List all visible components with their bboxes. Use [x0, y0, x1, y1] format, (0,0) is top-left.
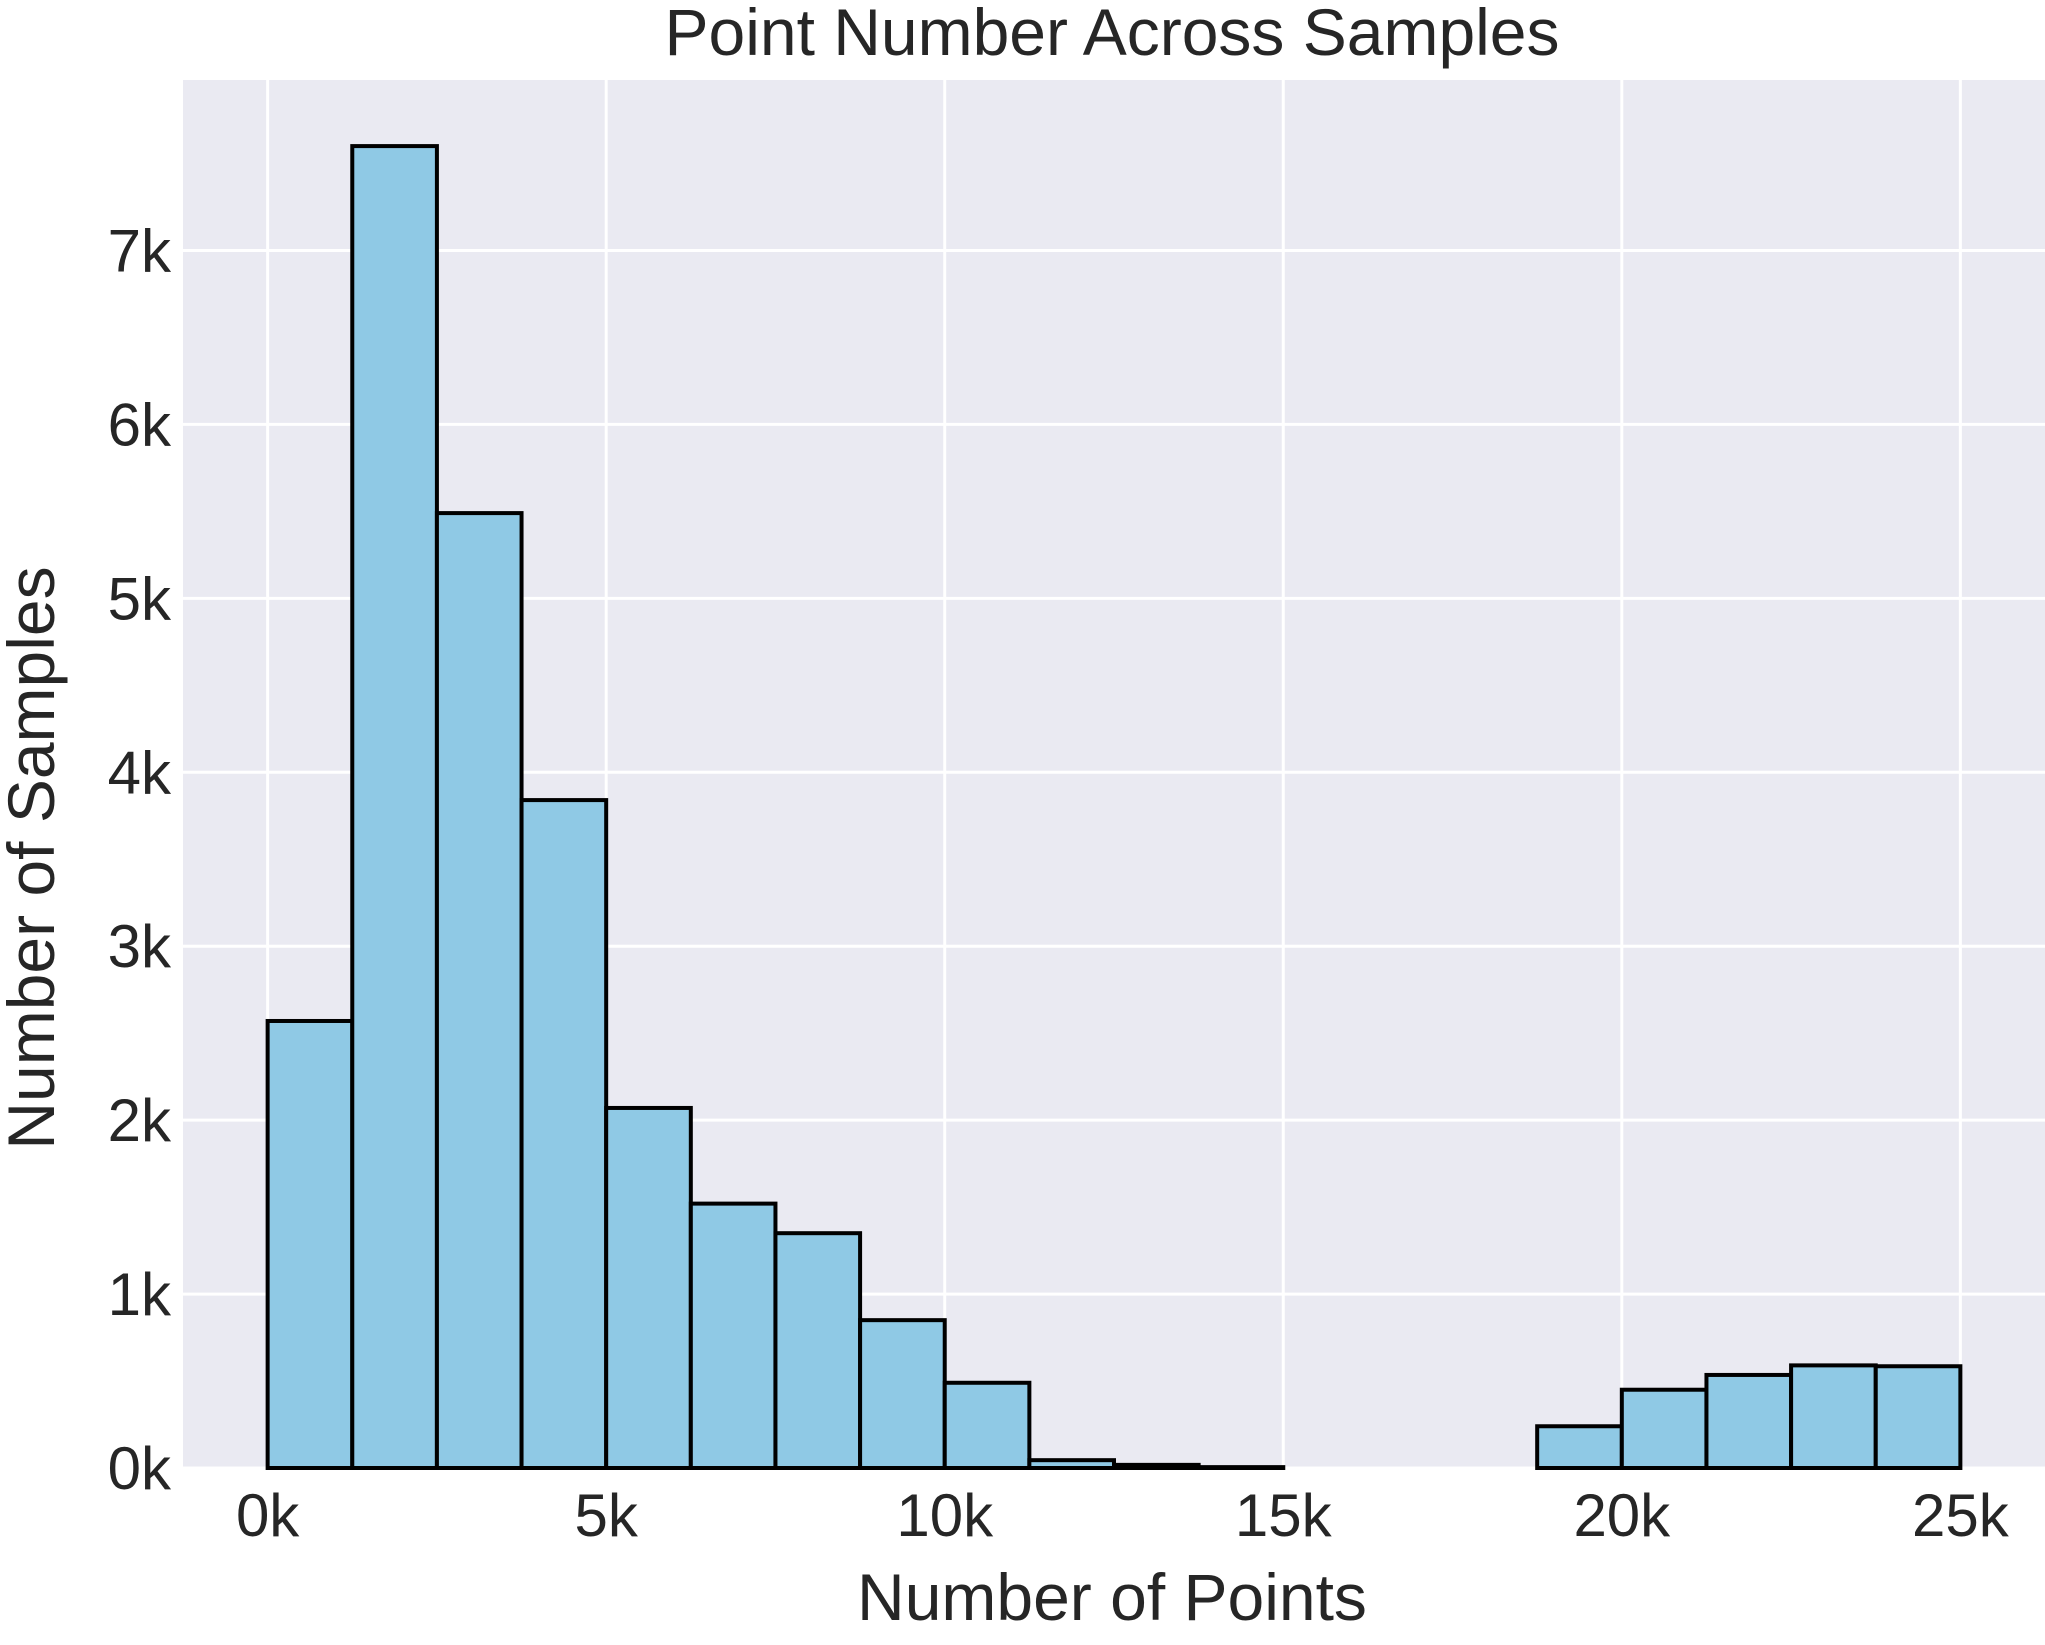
histogram-bar — [858, 1318, 947, 1470]
histogram-bar — [688, 1201, 778, 1470]
chart-title: Point Number Across Samples — [664, 0, 1559, 69]
histogram-bar — [1112, 1462, 1201, 1470]
y-tick-label: 1k — [108, 1261, 172, 1328]
y-tick-label: 5k — [108, 565, 172, 632]
histogram-bar — [1873, 1364, 1963, 1471]
histogram-bar — [604, 1105, 693, 1470]
histogram-bars — [265, 144, 1963, 1471]
y-tick-label: 2k — [108, 1087, 172, 1154]
x-axis-label: Number of Points — [857, 1560, 1367, 1634]
histogram-bar — [1027, 1458, 1117, 1471]
y-tick-label: 4k — [108, 739, 172, 806]
y-tick-label: 0k — [108, 1435, 172, 1502]
y-axis-ticks: 0k 1k 2k 3k 4k 5k 6k 7k — [108, 217, 172, 1502]
histogram-bar — [265, 1018, 355, 1471]
x-tick-label: 20k — [1573, 1482, 1671, 1549]
histogram-bar — [434, 511, 524, 1470]
histogram-bar — [1535, 1424, 1624, 1470]
y-tick-label: 7k — [108, 217, 172, 284]
histogram-bar — [350, 144, 439, 1471]
x-tick-label: 15k — [1235, 1482, 1333, 1549]
x-tick-label: 0k — [236, 1482, 300, 1549]
x-tick-label: 10k — [896, 1482, 994, 1549]
x-tick-label: 25k — [1912, 1482, 2010, 1549]
histogram-bar — [519, 798, 609, 1470]
histogram-bar — [1196, 1465, 1286, 1471]
histogram-bar — [1704, 1372, 1794, 1470]
x-tick-label: 5k — [574, 1482, 638, 1549]
y-axis-label: Number of Samples — [0, 566, 68, 1149]
x-axis-ticks: 0k 5k 10k 15k 20k 25k — [236, 1482, 2010, 1549]
histogram-bar — [1619, 1387, 1709, 1471]
histogram-bar — [773, 1231, 863, 1471]
histogram-bar — [1789, 1363, 1878, 1470]
y-tick-label: 6k — [108, 391, 172, 458]
y-tick-label: 3k — [108, 913, 172, 980]
histogram-bar — [942, 1380, 1032, 1471]
